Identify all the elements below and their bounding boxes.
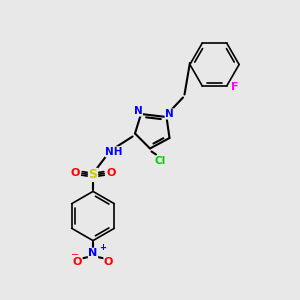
Text: S: S	[88, 168, 98, 182]
Text: O: O	[106, 168, 116, 178]
Text: NH: NH	[105, 147, 123, 157]
Text: N: N	[88, 248, 98, 258]
Text: F: F	[231, 82, 238, 92]
Text: −: −	[71, 250, 80, 260]
Text: O: O	[70, 168, 80, 178]
Text: Cl: Cl	[155, 156, 166, 167]
Text: O: O	[104, 257, 113, 267]
Text: O: O	[73, 257, 82, 267]
Text: N: N	[165, 109, 174, 119]
Text: N: N	[134, 106, 142, 116]
Text: +: +	[99, 243, 106, 252]
